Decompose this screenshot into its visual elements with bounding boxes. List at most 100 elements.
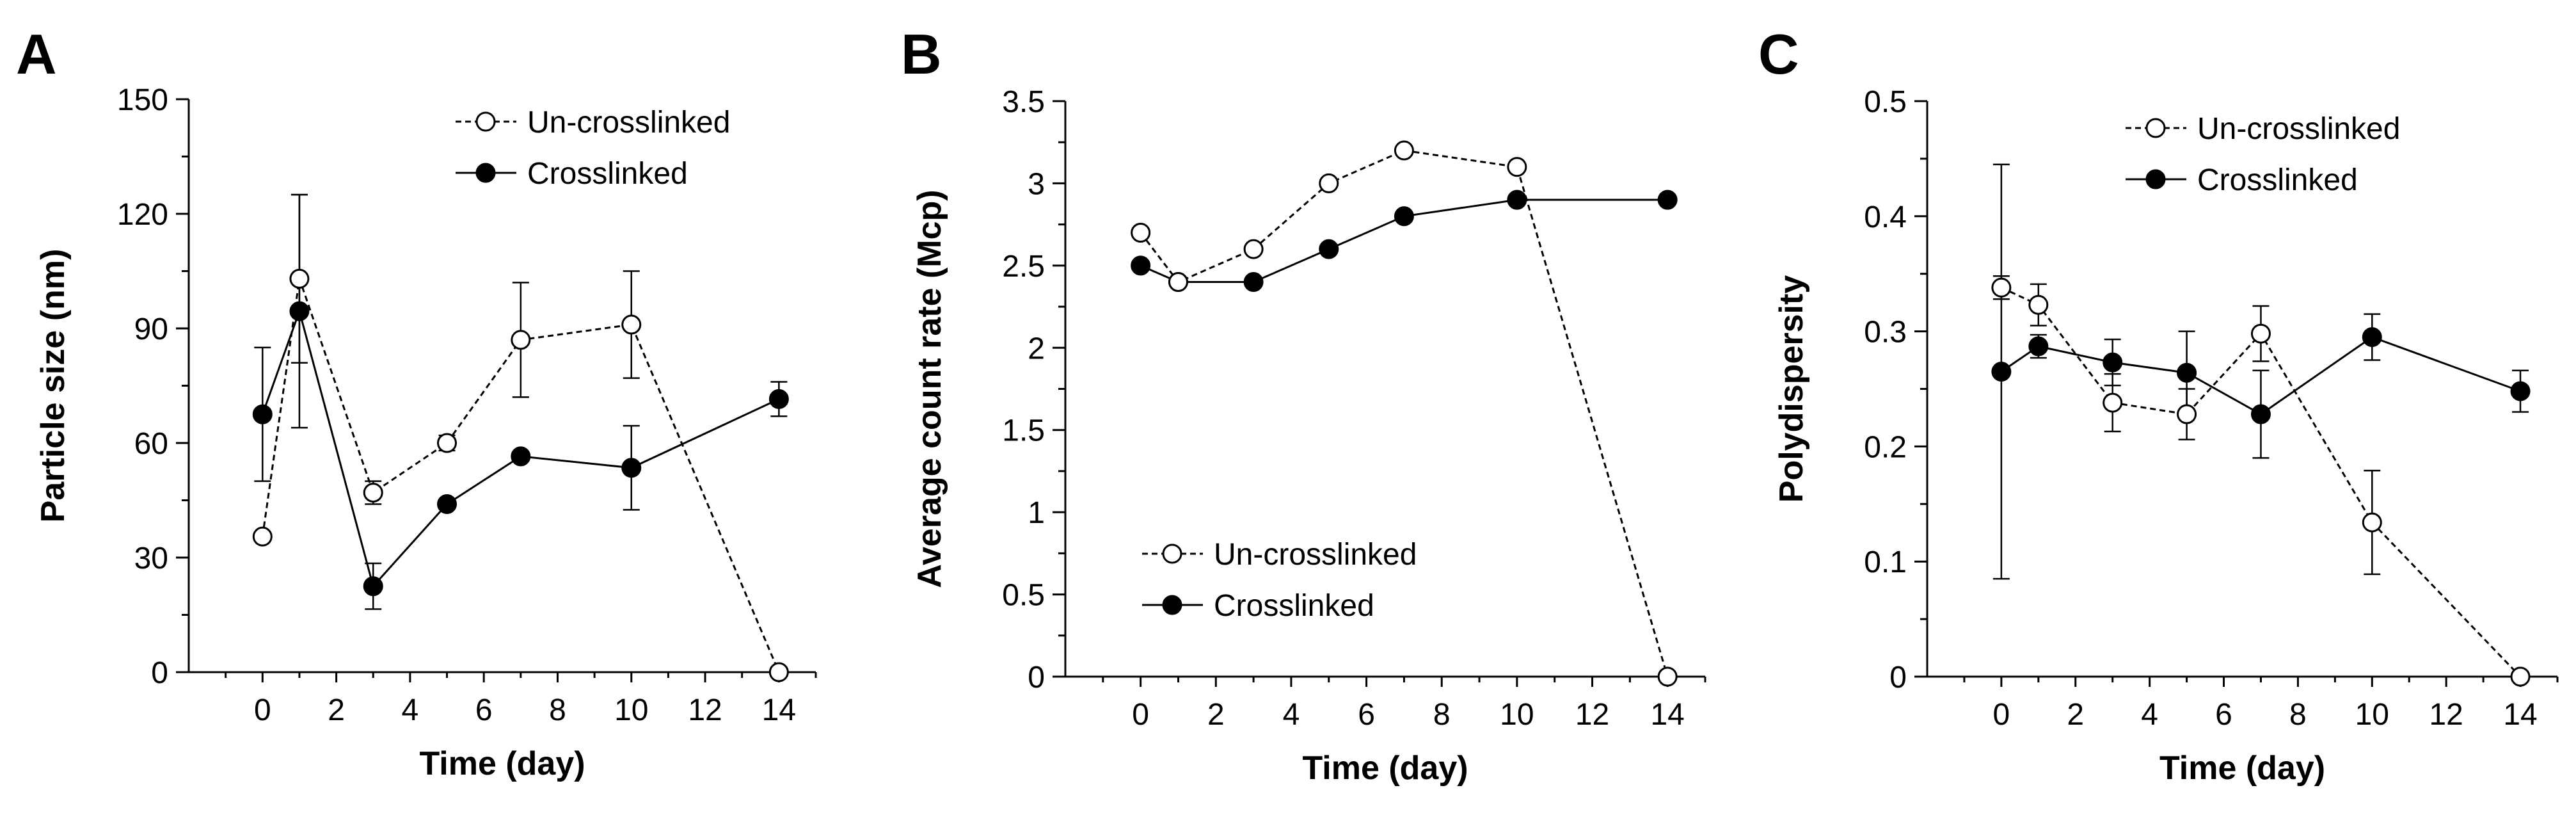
legend-label: Un-crosslinked	[527, 106, 730, 140]
x-tick-label: 6	[1358, 698, 1375, 732]
data-point	[289, 268, 310, 289]
data-point	[252, 526, 273, 547]
x-axis-title: Time (day)	[1302, 750, 1468, 787]
data-point	[511, 446, 531, 467]
data-point	[2028, 336, 2049, 357]
data-point	[2510, 381, 2531, 401]
legend-marker	[1162, 595, 1182, 615]
data-point	[1394, 140, 1414, 161]
y-tick-label: 3.5	[1002, 85, 1045, 119]
data-point	[1319, 239, 1339, 259]
data-point	[2103, 392, 2123, 413]
x-tick-label: 10	[1500, 698, 1534, 732]
legend-marker	[475, 163, 496, 183]
y-tick-label: 3	[1028, 167, 1045, 201]
data-point	[1394, 206, 1414, 227]
legend-label: Un-crosslinked	[2197, 112, 2400, 146]
data-point	[437, 494, 457, 514]
x-tick-label: 4	[1283, 698, 1300, 732]
legend-marker	[2145, 169, 2166, 189]
data-point	[1657, 666, 1678, 687]
data-point	[2250, 323, 2271, 344]
x-tick-label: 6	[475, 693, 493, 727]
x-tick-label: 4	[402, 693, 419, 727]
data-point	[768, 389, 789, 409]
y-tick-label: 1.5	[1002, 414, 1045, 448]
data-point	[2177, 404, 2197, 424]
data-point	[2103, 352, 2123, 373]
x-tick-label: 8	[2289, 698, 2307, 732]
data-point	[2250, 404, 2271, 424]
data-point	[1168, 272, 1188, 293]
x-tick-label: 2	[1207, 698, 1225, 732]
panel-letter: C	[1758, 22, 1799, 86]
y-tick-label: 1	[1028, 496, 1045, 530]
y-tick-label: 0.4	[1864, 200, 1907, 234]
data-point	[363, 576, 383, 597]
data-point	[1991, 277, 2012, 298]
x-tick-label: 14	[2503, 698, 2537, 732]
x-axis-title: Time (day)	[419, 745, 585, 782]
y-tick-label: 2	[1028, 332, 1045, 366]
data-point	[621, 458, 642, 478]
y-tick-label: 90	[134, 312, 168, 346]
data-point	[768, 662, 789, 682]
chart-panel-b: B 0 0.5 1 1.5 2 2.5 3 3.5 0 2 4 6 8 10 12 14 Time (day) Av…	[901, 22, 1706, 787]
data-point	[621, 314, 642, 335]
x-axis-title: Time (day)	[2159, 750, 2325, 787]
data-point	[437, 433, 457, 453]
series-un-crosslinked	[252, 193, 789, 682]
data-point	[1131, 255, 1151, 276]
data-point	[1507, 189, 1527, 210]
data-point	[1131, 222, 1151, 243]
x-tick-label: 2	[328, 693, 345, 727]
legend-label: Crosslinked	[527, 157, 688, 191]
y-tick-label: 60	[134, 427, 168, 461]
legend: Un-crosslinked Crosslinked	[456, 106, 730, 191]
y-tick-label: 2.5	[1002, 250, 1045, 284]
data-point	[1243, 239, 1264, 259]
data-point	[2028, 294, 2049, 315]
chart-panel-c: C 0 0.1 0.2 0.3 0.4 0.5 0 2 4 6 8 10 12 14 Time (day) Po…	[1758, 22, 2559, 787]
x-tick-label: 8	[1433, 698, 1451, 732]
series-crosslinked	[252, 193, 789, 610]
legend-label: Crosslinked	[1214, 589, 1374, 623]
x-tick-label: 8	[549, 693, 566, 727]
legend-marker	[1162, 543, 1182, 564]
data-point	[363, 483, 383, 503]
x-tick-label: 10	[2355, 698, 2389, 732]
y-tick-label: 150	[117, 83, 168, 117]
y-tick-label: 120	[117, 198, 168, 232]
legend: Un-crosslinked Crosslinked	[2126, 112, 2400, 197]
y-tick-label: 0	[151, 656, 168, 690]
data-point	[1507, 157, 1527, 177]
x-tick-label: 12	[688, 693, 722, 727]
y-axis-title: Polydispersity	[1773, 275, 1810, 503]
y-tick-label: 0.3	[1864, 316, 1907, 350]
y-axis-title: Particle size (nm)	[35, 249, 72, 523]
data-point	[2177, 362, 2197, 383]
x-tick-label: 0	[1132, 698, 1149, 732]
panel-letter: B	[901, 22, 942, 86]
x-tick-label: 0	[254, 693, 271, 727]
data-point	[252, 404, 273, 424]
series-un-crosslinked	[1131, 140, 1678, 687]
x-tick-label: 2	[2067, 698, 2084, 732]
y-tick-label: 30	[134, 542, 168, 576]
y-tick-label: 0.2	[1864, 430, 1907, 464]
panel-letter: A	[16, 22, 57, 86]
x-tick-label: 0	[1993, 698, 2010, 732]
x-tick-label: 12	[1575, 698, 1609, 732]
data-point	[2362, 512, 2382, 533]
data-point	[2510, 666, 2531, 687]
y-tick-label: 0.1	[1864, 545, 1907, 579]
legend-marker	[2145, 118, 2166, 138]
x-tick-label: 4	[2141, 698, 2158, 732]
legend-label: Crosslinked	[2197, 163, 2358, 197]
y-tick-label: 0	[1028, 661, 1045, 695]
series-crosslinked	[1991, 163, 2531, 580]
x-tick-label: 10	[614, 693, 648, 727]
x-tick-label: 14	[762, 693, 796, 727]
data-point	[1243, 272, 1264, 293]
